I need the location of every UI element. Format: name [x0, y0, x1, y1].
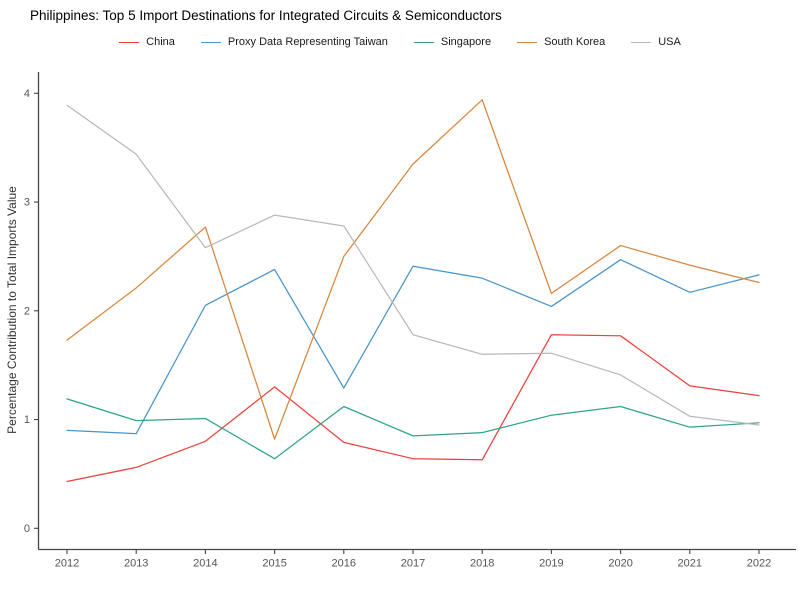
y-axis-label: Percentage Contribution to Total Imports… [5, 186, 19, 434]
y-tick-label-1: 1 [24, 414, 30, 426]
y-tick-label-3: 3 [24, 197, 30, 209]
legend-item-proxy-data-representing-taiwan: Proxy Data Representing Taiwan [200, 36, 388, 48]
x-tick-label-2017: 2017 [401, 558, 425, 570]
legend-label: USA [658, 36, 681, 48]
x-tick-label-2014: 2014 [193, 558, 217, 570]
legend-line-key-icon [119, 41, 140, 43]
legend-item-usa: USA [631, 36, 681, 48]
legend-item-singapore: Singapore [413, 36, 492, 48]
x-tick-label-2015: 2015 [262, 558, 286, 570]
x-tick-label-2020: 2020 [608, 558, 632, 570]
legend-line-key-icon [517, 41, 538, 43]
x-tick-label-2021: 2021 [678, 558, 702, 570]
legend-item-south-korea: South Korea [517, 36, 605, 48]
legend-label: South Korea [544, 36, 606, 48]
y-tick-label-2: 2 [24, 305, 30, 317]
chart-title: Philippines: Top 5 Import Destinations f… [30, 8, 502, 23]
series-line-singapore [66, 398, 760, 460]
x-tick-label-2013: 2013 [124, 558, 148, 570]
x-tick-label-2019: 2019 [539, 558, 563, 570]
x-tick-label-2022: 2022 [747, 558, 771, 570]
x-tick-label-2018: 2018 [470, 558, 494, 570]
legend-label: Proxy Data Representing Taiwan [227, 36, 388, 48]
legend-line-key-icon [631, 41, 652, 43]
series-line-china [66, 334, 760, 483]
legend-label: China [146, 36, 175, 48]
legend: China Proxy Data Representing Taiwan Singa… [0, 36, 800, 48]
series-line-south-korea [66, 99, 760, 440]
legend-line-key-icon [200, 41, 221, 43]
y-tick-label-0: 0 [24, 523, 30, 535]
x-tick-label-2016: 2016 [332, 558, 356, 570]
series-line-proxy-data-representing-taiwan [66, 259, 760, 435]
series-line-usa [66, 104, 760, 426]
y-tick-label-4: 4 [24, 88, 30, 100]
x-tick-label-2012: 2012 [55, 558, 79, 570]
legend-line-key-icon [413, 41, 434, 43]
legend-label: Singapore [440, 36, 492, 48]
legend-item-china: China [119, 36, 175, 48]
